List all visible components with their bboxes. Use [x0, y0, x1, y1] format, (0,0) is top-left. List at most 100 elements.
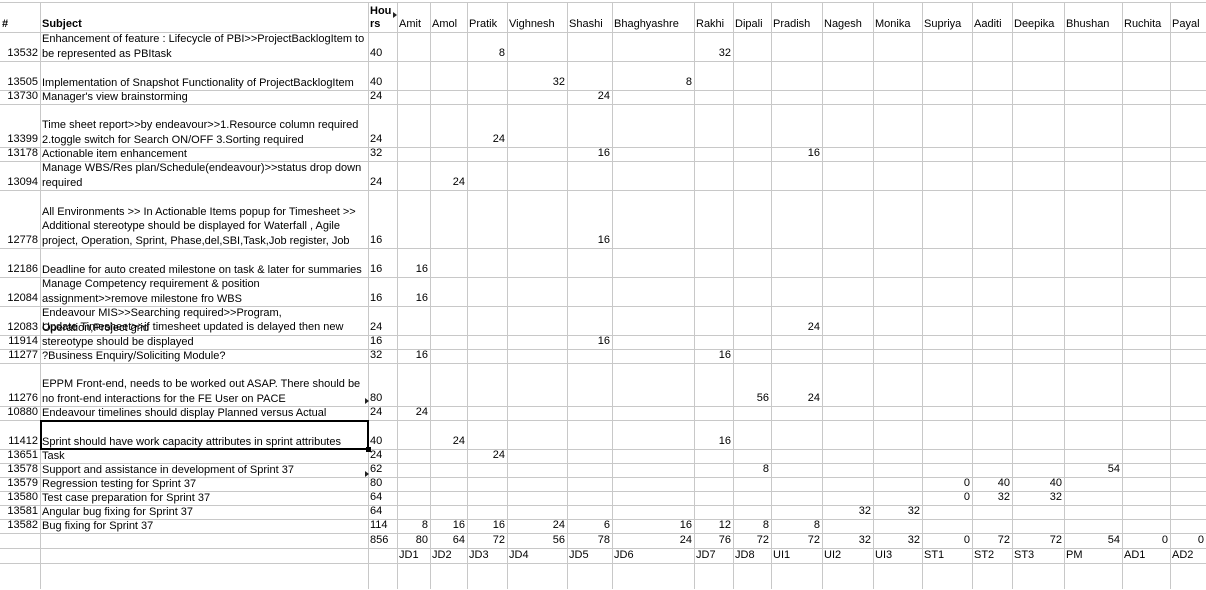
row-cell[interactable]: 16 — [679, 519, 692, 531]
row-id[interactable]: 13532 — [7, 47, 38, 59]
row-id[interactable]: 12778 — [7, 234, 38, 246]
row-hours[interactable]: 24 — [370, 449, 383, 461]
total-cell[interactable]: 32 — [907, 534, 920, 546]
code-cell[interactable]: AD2 — [1172, 549, 1194, 561]
row-cell[interactable]: 0 — [963, 491, 970, 503]
code-cell[interactable]: ST1 — [924, 549, 945, 561]
row-subject[interactable]: Endeavour MIS>>Searching required>>Progr… — [42, 307, 282, 334]
row-hours[interactable]: 64 — [370, 491, 383, 503]
header-person[interactable]: Supriya — [924, 18, 962, 30]
row-cell[interactable]: 40 — [1049, 477, 1062, 489]
row-hours[interactable]: 114 — [370, 519, 388, 531]
header-person[interactable]: Amol — [432, 18, 458, 30]
row-cell[interactable]: 8 — [685, 76, 692, 88]
row-cell[interactable]: 24 — [807, 392, 820, 404]
row-subject[interactable]: Angular bug fixing for Sprint 37 — [42, 505, 194, 518]
header-person[interactable]: Amit — [399, 18, 421, 30]
row-cell[interactable]: 8 — [498, 47, 505, 59]
total-cell[interactable]: 54 — [1107, 534, 1120, 546]
row-cell[interactable]: 16 — [415, 263, 428, 275]
header-person[interactable]: Pratik — [469, 18, 498, 30]
header-hours[interactable]: rs — [370, 18, 381, 30]
total-cell[interactable]: 24 — [679, 534, 692, 546]
row-subject[interactable]: Task — [42, 449, 65, 462]
row-cell[interactable]: 24 — [452, 176, 465, 188]
total-cell[interactable]: 64 — [452, 534, 465, 546]
header-person[interactable]: Nagesh — [824, 18, 862, 30]
code-cell[interactable]: UI3 — [875, 549, 893, 561]
code-cell[interactable]: UI1 — [773, 549, 791, 561]
row-cell[interactable]: 24 — [597, 90, 610, 102]
row-hours[interactable]: 80 — [370, 392, 383, 404]
row-id[interactable]: 11412 — [8, 435, 38, 447]
row-cell[interactable]: 24 — [492, 133, 505, 145]
row-cell[interactable]: 16 — [807, 147, 820, 159]
total-cell[interactable]: 72 — [807, 534, 820, 546]
header-person[interactable]: Bhushan — [1066, 18, 1110, 30]
code-cell[interactable]: JD3 — [469, 549, 489, 561]
row-hours[interactable]: 80 — [370, 477, 383, 489]
row-subject[interactable]: Implementation of Snapshot Functionality… — [42, 76, 354, 89]
row-id[interactable]: 11914 — [8, 335, 38, 347]
row-cell[interactable]: 32 — [907, 505, 920, 517]
header-person[interactable]: Vighnesh — [509, 18, 555, 30]
total-cell[interactable]: 56 — [552, 534, 565, 546]
code-cell[interactable]: PM — [1066, 549, 1083, 561]
row-id[interactable]: 12083 — [7, 321, 38, 333]
row-id[interactable]: 12084 — [7, 292, 38, 304]
row-cell[interactable]: 24 — [452, 435, 465, 447]
code-cell[interactable]: UI2 — [824, 549, 842, 561]
row-cell[interactable]: 32 — [552, 76, 565, 88]
row-cell[interactable]: 16 — [597, 234, 610, 246]
row-cell[interactable]: 8 — [762, 463, 769, 475]
row-subject[interactable]: ?Business Enquiry/Soliciting Module? — [42, 349, 226, 362]
code-cell[interactable]: AD1 — [1124, 549, 1146, 561]
row-subject[interactable]: Regression testing for Sprint 37 — [42, 477, 197, 490]
row-hours[interactable]: 16 — [370, 263, 383, 275]
row-hours[interactable]: 62 — [370, 463, 383, 475]
total-cell[interactable]: 76 — [718, 534, 731, 546]
row-subject[interactable]: Test case preparation for Sprint 37 — [42, 491, 211, 504]
total-cell[interactable]: 0 — [1161, 534, 1168, 546]
row-cell[interactable]: 40 — [997, 477, 1010, 489]
total-cell[interactable]: 78 — [597, 534, 610, 546]
total-cell[interactable]: 72 — [997, 534, 1010, 546]
code-cell[interactable]: JD1 — [399, 549, 419, 561]
header-person[interactable]: Bhaghyashre — [614, 18, 679, 30]
row-cell[interactable]: 12 — [718, 519, 731, 531]
row-hours[interactable]: 24 — [370, 406, 383, 418]
row-hours[interactable]: 16 — [370, 335, 383, 347]
row-cell[interactable]: 32 — [1049, 491, 1062, 503]
header-hours[interactable]: Hou — [370, 5, 392, 17]
header-subject[interactable]: Subject — [42, 18, 82, 30]
row-hours[interactable]: 24 — [370, 133, 383, 145]
row-cell[interactable]: 16 — [597, 147, 610, 159]
row-cell[interactable]: 16 — [452, 519, 465, 531]
row-cell[interactable]: 0 — [963, 477, 970, 489]
row-id[interactable]: 13580 — [7, 491, 38, 503]
row-hours[interactable]: 24 — [370, 176, 383, 188]
row-subject[interactable]: Support and assistance in development of… — [42, 463, 294, 476]
row-subject[interactable]: Update Timesheet>>if timesheet updated i… — [42, 321, 344, 348]
row-subject[interactable]: Sprint should have work capacity attribu… — [42, 435, 341, 448]
row-cell[interactable]: 24 — [807, 321, 820, 333]
row-cell[interactable]: 24 — [552, 519, 565, 531]
row-subject[interactable]: Bug fixing for Sprint 37 — [42, 519, 154, 532]
row-id[interactable]: 12186 — [7, 263, 38, 275]
row-cell[interactable]: 8 — [813, 519, 820, 531]
row-cell[interactable]: 6 — [603, 519, 610, 531]
header-person[interactable]: Aaditi — [974, 18, 1002, 30]
row-cell[interactable]: 32 — [997, 491, 1010, 503]
header-person[interactable]: Shashi — [569, 18, 603, 30]
row-id[interactable]: 13581 — [7, 505, 38, 517]
row-cell[interactable]: 32 — [718, 47, 731, 59]
row-subject[interactable]: Manager's view brainstorming — [42, 90, 188, 103]
row-cell[interactable]: 16 — [718, 435, 731, 447]
header-id[interactable]: # — [2, 18, 9, 30]
row-id[interactable]: 13178 — [7, 147, 38, 159]
row-cell[interactable]: 24 — [492, 449, 505, 461]
header-person[interactable]: Pradish — [773, 18, 811, 30]
header-person[interactable]: Monika — [875, 18, 911, 30]
total-hours[interactable]: 856 — [370, 534, 389, 546]
code-cell[interactable]: JD6 — [614, 549, 634, 561]
